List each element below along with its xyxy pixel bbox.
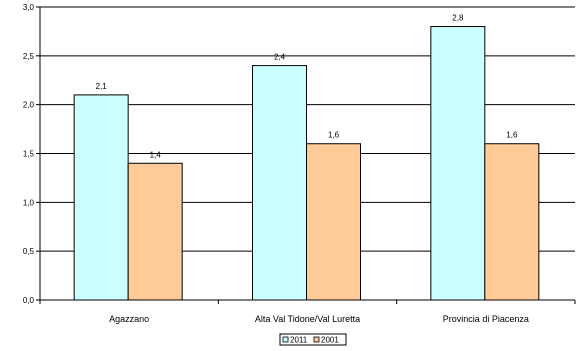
y-tick-label: 3,0	[23, 3, 35, 12]
legend-box	[279, 333, 347, 346]
legend-swatch-2011	[282, 336, 289, 343]
y-tick-label: 2,0	[23, 101, 35, 110]
bar-2001-0	[127, 162, 183, 301]
y-tick-label: 0,5	[23, 247, 35, 256]
legend-label: 2011	[290, 336, 308, 345]
y-tick-label: 1,0	[23, 198, 35, 207]
x-tick-label: Provincia di Piacenza	[443, 314, 529, 324]
y-tick-label: 1,5	[23, 150, 35, 159]
x-tick-label: Agazzano	[109, 314, 149, 324]
bar-2001-2	[484, 143, 540, 301]
x-tick-label: Alta Val Tidone/Val Luretta	[255, 314, 360, 324]
data-label: 1,6	[506, 131, 518, 140]
y-tick-label: 0,0	[23, 296, 35, 305]
bar-2011-1	[252, 65, 307, 301]
data-label: 2,8	[452, 14, 464, 23]
bar-2001-1	[306, 143, 361, 301]
y-tick-label: 2,5	[23, 52, 35, 61]
bar-2011-0	[73, 94, 129, 301]
data-label: 1,4	[150, 150, 162, 159]
data-label: 2,1	[96, 82, 108, 91]
legend-swatch-2001	[313, 336, 320, 343]
data-label: 2,4	[274, 53, 286, 62]
data-label: 1,6	[328, 131, 340, 140]
bar-2011-2	[430, 26, 486, 301]
legend-label: 2001	[321, 336, 339, 345]
